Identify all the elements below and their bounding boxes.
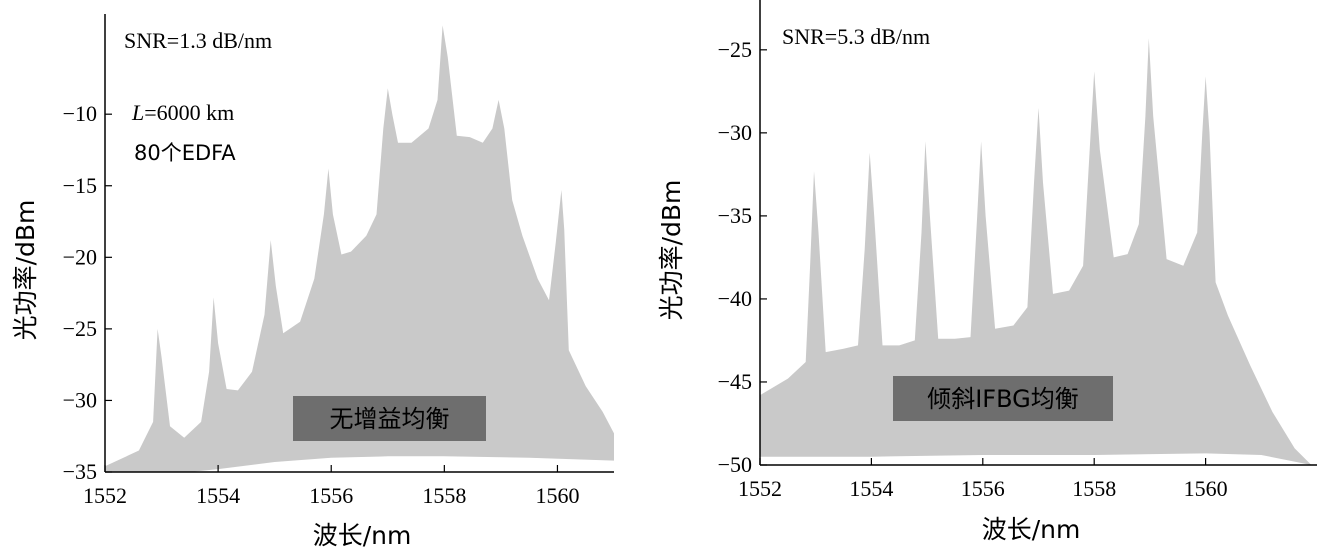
right-x-tick-label: 1552	[738, 476, 782, 501]
left-x-tick-label: 1554	[196, 483, 240, 508]
right-badge-label: 倾斜IFBG均衡	[927, 385, 1079, 413]
left-spectrum-area	[105, 25, 614, 473]
left-y-axis-title: 光功率/dBm	[11, 200, 40, 341]
left-axes	[104, 14, 614, 473]
left-y-tick-label: −10	[63, 101, 97, 126]
left-x-axis-title: 波长/nm	[313, 521, 412, 550]
right-y-axis-title: 光功率/dBm	[657, 180, 686, 321]
right-x-tick-label: 1560	[1184, 476, 1228, 501]
left-length-var: L	[131, 100, 144, 125]
left-x-tick-label: 1558	[422, 483, 466, 508]
right-x-tick-label: 1554	[849, 476, 893, 501]
right-spectrum-area	[760, 38, 1312, 465]
left-x-tick-label: 1552	[83, 483, 127, 508]
right-x-tick-label: 1558	[1072, 476, 1116, 501]
left-ticks: 1552 1554 1556 1558 1560 −35 −30 −25 −20 −15 −10	[63, 101, 580, 508]
left-chart: 1552 1554 1556 1558 1560 −35 −30 −25 −20 −15 −10 S…	[11, 14, 614, 550]
left-edfa-annotation: 80个EDFA	[134, 141, 236, 165]
right-chart: 1552 1554 1556 1558 1560 −50 −45 −40 −35 −30 −25 S…	[657, 0, 1317, 544]
right-y-tick-label: −25	[718, 37, 752, 62]
left-y-tick-label: −35	[63, 459, 97, 484]
left-x-tick-label: 1556	[309, 483, 353, 508]
right-y-tick-label: −35	[718, 203, 752, 228]
right-y-tick-label: −50	[718, 452, 752, 477]
right-y-tick-label: −40	[718, 286, 752, 311]
left-badge-label: 无增益均衡	[330, 405, 450, 433]
left-y-tick-label: −25	[63, 316, 97, 341]
right-y-tick-label: −30	[718, 120, 752, 145]
left-snr-annotation: SNR=1.3 dB/nm	[124, 28, 272, 53]
left-y-tick-label: −30	[63, 387, 97, 412]
right-snr-annotation: SNR=5.3 dB/nm	[782, 24, 930, 49]
right-x-tick-label: 1556	[961, 476, 1005, 501]
right-axes	[759, 0, 1317, 466]
right-x-axis-title: 波长/nm	[982, 515, 1081, 544]
left-length-rest: =6000 km	[144, 100, 234, 125]
right-y-tick-label: −45	[718, 369, 752, 394]
right-ticks: 1552 1554 1556 1558 1560 −50 −45 −40 −35 −30 −25	[718, 37, 1228, 501]
left-length-annotation: L=6000 km	[131, 100, 234, 125]
left-badge-bg	[293, 396, 486, 441]
left-y-tick-label: −15	[63, 173, 97, 198]
left-y-tick-label: −20	[63, 244, 97, 269]
left-x-tick-label: 1560	[535, 483, 579, 508]
right-badge-bg	[893, 376, 1113, 421]
